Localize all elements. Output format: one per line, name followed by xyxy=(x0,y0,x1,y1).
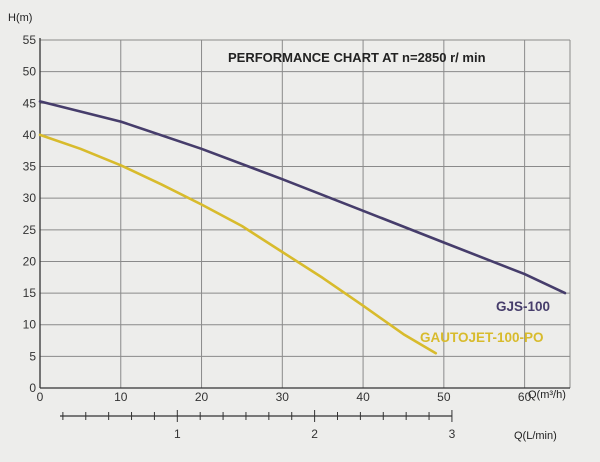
x-axis-label-secondary: Q(L/min) xyxy=(514,430,557,442)
y-tick-label: 35 xyxy=(23,160,37,174)
chart-title: PERFORMANCE CHART AT n=2850 r/ min xyxy=(228,50,486,65)
chart-text: PERFORMANCE CHART AT n=2850 r/ min H(m) … xyxy=(8,12,566,442)
y-axis-label: H(m) xyxy=(8,12,32,24)
y-tick-label: 55 xyxy=(23,33,37,47)
series-line-1 xyxy=(38,133,438,355)
x-tick-label: 60 xyxy=(518,390,532,404)
secondary-axis: 1 2 3 xyxy=(60,410,456,441)
x-tick-label: 20 xyxy=(195,390,209,404)
x-tick-label: 50 xyxy=(437,390,451,404)
y-tick-label: 0 xyxy=(29,381,36,395)
series-label-1: GAUTOJET-100-PO xyxy=(420,330,544,345)
x-tick-label: 40 xyxy=(356,390,370,404)
y-tick-label: 45 xyxy=(23,96,37,110)
series-label-0: GJS-100 xyxy=(496,299,550,314)
series-line-0 xyxy=(38,100,567,295)
x-tick-label: 30 xyxy=(276,390,290,404)
y-tick-label: 30 xyxy=(23,191,37,205)
grid xyxy=(39,38,571,389)
y-tick-label: 40 xyxy=(23,128,37,142)
x-tick-label: 10 xyxy=(114,390,128,404)
secondary-tick-label: 3 xyxy=(449,427,456,441)
y-tick-label: 50 xyxy=(23,65,37,79)
y-tick-label: 15 xyxy=(23,286,37,300)
x-axis-label: Q(m³/h) xyxy=(528,389,566,401)
y-tick-label: 5 xyxy=(29,349,36,363)
y-tick-label: 10 xyxy=(23,318,37,332)
y-tick-label: 25 xyxy=(23,223,37,237)
series-lines xyxy=(38,100,567,355)
y-tick-label: 20 xyxy=(23,254,37,268)
secondary-tick-label: 1 xyxy=(174,427,181,441)
secondary-tick-label: 2 xyxy=(311,427,318,441)
x-tick-label: 0 xyxy=(37,390,44,404)
